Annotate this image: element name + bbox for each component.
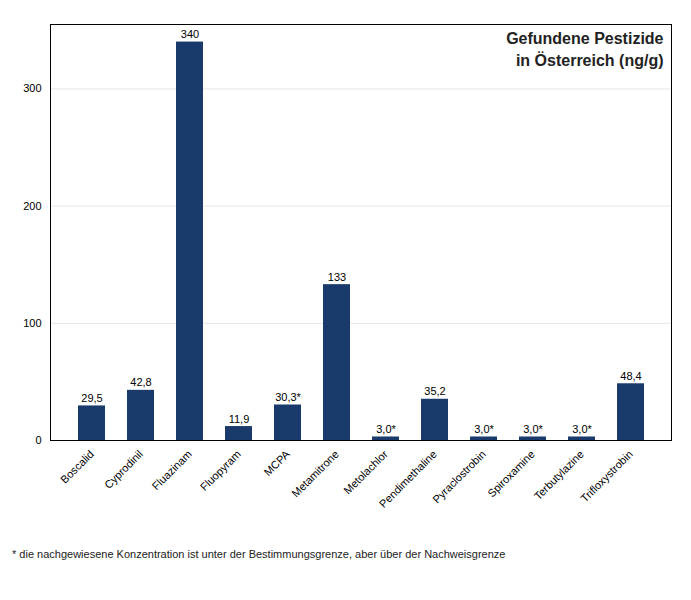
svg-text:340: 340 [181,28,199,40]
svg-text:Pyraclostrobin: Pyraclostrobin [430,448,488,506]
svg-text:30,3*: 30,3* [275,391,301,403]
svg-text:Metamitrone: Metamitrone [289,448,341,500]
svg-text:Spiroxamine: Spiroxamine [485,448,537,500]
svg-text:3,0*: 3,0* [523,423,543,435]
svg-text:0: 0 [35,434,41,446]
svg-text:Pendimethaline: Pendimethaline [377,448,439,510]
svg-text:3,0*: 3,0* [572,423,592,435]
html-text:* die nachgewiesene Konzentrat: * die nachgewiesene Konzentration ist un… [12,548,506,560]
svg-text:133: 133 [328,271,346,283]
svg-text:11,9: 11,9 [229,413,250,425]
svg-text:MCPA: MCPA [262,447,293,478]
svg-text:Fluopyram: Fluopyram [198,448,243,493]
svg-text:Fluazinam: Fluazinam [150,448,194,492]
svg-text:3,0*: 3,0* [376,423,396,435]
svg-text:48,4: 48,4 [620,370,641,382]
svg-text:29,5: 29,5 [81,392,102,404]
svg-text:Metolachlor: Metolachlor [341,448,390,497]
svg-text:in Österreich (ng/g): in Österreich (ng/g) [516,51,664,69]
svg-text:Boscalid: Boscalid [58,448,96,486]
svg-text:Trifloxystrobin: Trifloxystrobin [578,448,635,505]
svg-text:Cyprodinil: Cyprodinil [102,448,145,491]
svg-text:100: 100 [23,317,41,329]
svg-text:Gefundene Pestizide: Gefundene Pestizide [506,30,663,47]
svg-text:300: 300 [23,82,41,94]
svg-text:35,2: 35,2 [424,385,445,397]
svg-text:Terbutylazine: Terbutylazine [532,448,586,502]
svg-text:200: 200 [23,200,41,212]
svg-text:42,8: 42,8 [130,376,151,388]
svg-text:3,0*: 3,0* [474,423,494,435]
